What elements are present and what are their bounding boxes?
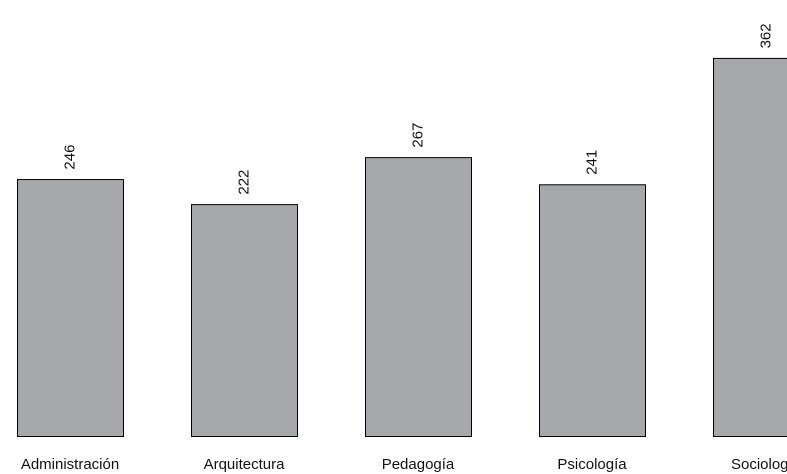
bar-0 xyxy=(17,179,124,437)
bar-2 xyxy=(365,157,472,437)
category-label-3: Psicología xyxy=(557,456,627,473)
bar-3 xyxy=(539,184,646,437)
value-label-1: 222 xyxy=(236,170,253,195)
value-label-4: 362 xyxy=(758,23,775,48)
value-label-2: 267 xyxy=(410,123,427,148)
bar-1 xyxy=(191,204,298,437)
bar-4 xyxy=(713,57,787,438)
category-labels-layer: Administración Arquitectura Pedagogía Psico… xyxy=(21,456,787,473)
category-label-0: Administración xyxy=(21,456,119,473)
category-label-2: Pedagogía xyxy=(382,456,455,473)
value-label-3: 241 xyxy=(584,150,601,175)
value-label-0: 246 xyxy=(62,145,79,170)
category-label-4: Sociología xyxy=(731,456,787,473)
value-labels-layer: 246 222 267 241 362 xyxy=(62,23,775,194)
category-label-1: Arquitectura xyxy=(204,456,286,473)
bars-layer xyxy=(17,57,787,438)
